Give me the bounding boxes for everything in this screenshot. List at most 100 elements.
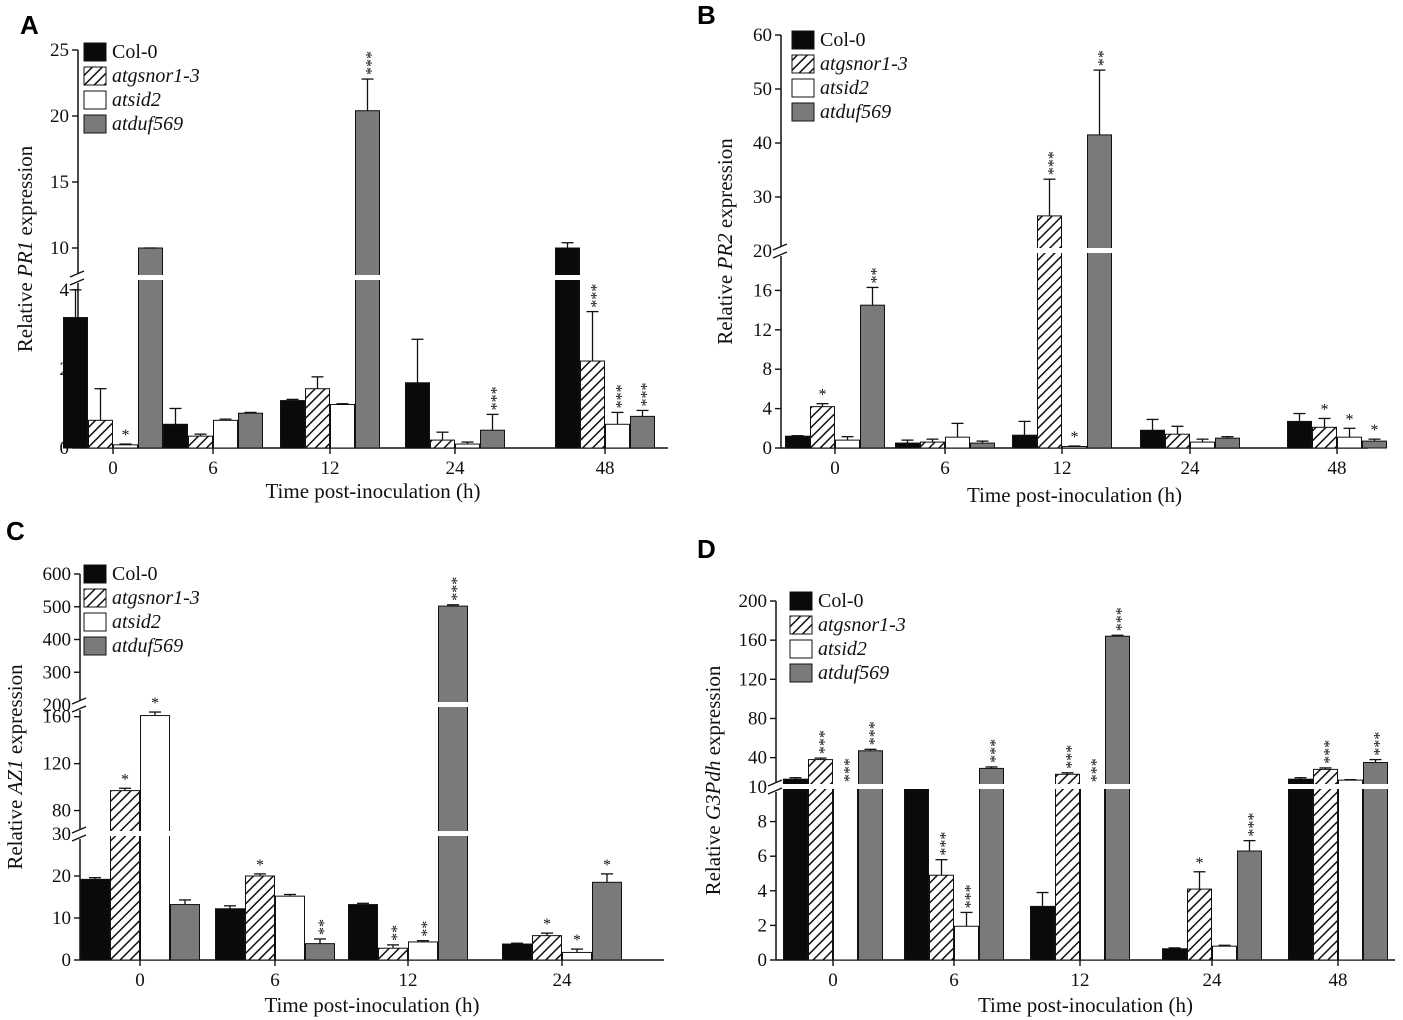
bar-atduf569 [438,605,468,961]
bar-atsid2 [945,436,970,449]
y-tick-label: 0 [62,950,72,971]
legend-swatch [83,42,107,62]
legend-label: atsid2 [112,611,161,633]
bar-atgsnor1-3 [1165,433,1190,449]
significance-mark: * [151,695,159,712]
bar-atsid2 [605,423,630,449]
bar-atduf569 [1087,134,1112,449]
y-tick-label: 0 [758,950,768,971]
bar-atsid2 [1190,441,1215,449]
bar-atgsnor1-3 [808,759,833,961]
x-tick-label: 6 [270,970,280,991]
y-tick-label: 400 [43,630,72,651]
y-tick-label: 15 [50,172,69,193]
x-tick-label: 12 [1071,970,1090,991]
y-axis-label: Relative PR2 expression [713,138,737,345]
bar-break-gap [437,831,469,836]
x-axis-label: Time post-inoculation (h) [264,993,479,1017]
significance-mark: * [1071,429,1079,446]
significance-mark: * [819,387,827,404]
bar-atsid2 [1212,945,1237,961]
legend-swatch [83,90,107,110]
significance-mark: *** [867,721,884,745]
bar-col-0 [904,786,929,961]
bar-atgsnor1-3 [378,947,408,961]
y-tick-label: 20 [753,241,772,262]
bar-atgsnor1-3 [188,435,213,449]
legend-swatch [791,54,815,74]
y-tick-label: 4 [763,399,773,420]
bar-atduf569 [970,442,995,449]
y-tick-label: 20 [52,866,71,887]
y-tick-label: 500 [43,597,72,618]
significance-mark: ** [316,919,333,935]
y-tick-label: 4 [758,881,768,902]
x-axis-label: Time post-inoculation (h) [967,483,1182,507]
legend-swatch [791,78,815,98]
axis-break-gap [72,700,86,710]
bar-break-gap [1104,784,1131,789]
x-tick-label: 48 [1328,458,1347,479]
significance-mark: *** [449,577,466,601]
significance-mark: *** [1046,151,1063,175]
axis-break-mark [772,251,788,259]
y-tick-label: 20 [50,106,69,127]
x-tick-label: 12 [321,458,340,479]
x-tick-label: 6 [949,970,959,991]
significance-mark: *** [938,832,955,856]
x-tick-label: 24 [446,458,466,479]
axis-break-mark [71,826,87,834]
y-axis-label-prefix: Relative [701,820,725,895]
y-tick-label: 120 [739,669,768,690]
bar-break-gap [1287,784,1314,789]
bar-atsid2 [1062,446,1087,449]
bar-break-gap [1079,784,1106,789]
panel-a-chart: 0241015202506122448****************Time … [13,40,668,503]
y-tick-label: 10 [52,908,71,929]
bar-atduf569 [860,304,885,449]
significance-mark: *** [1246,813,1263,837]
bar-atduf569 [592,881,622,961]
significance-mark: *** [1089,758,1106,782]
significance-mark: *** [1322,740,1339,764]
y-tick-label: 0 [763,438,773,459]
legend-swatch [83,612,107,632]
y-axis-label-suffix: expression [3,664,27,760]
y-axis-label-prefix: Relative [3,794,27,869]
significance-mark: *** [364,51,381,75]
x-tick-label: 0 [828,970,838,991]
legend-label: atduf569 [820,101,891,123]
y-tick-label: 30 [52,824,71,845]
y-tick-label: 160 [43,707,72,728]
y-tick-label: 200 [739,591,768,612]
x-tick-label: 24 [1181,458,1201,479]
y-tick-label: 200 [43,695,72,716]
bar-atsid2 [1337,436,1362,449]
legend-swatch [83,114,107,134]
y-axis-label-prefix: Relative [13,277,37,352]
bar-atsid2 [330,404,355,449]
bar-atsid2 [1338,779,1363,961]
significance-mark: *** [589,284,606,308]
significance-mark: ** [389,925,406,941]
bar-atduf569 [858,750,883,961]
legend-swatch [83,588,107,608]
bar-col-0 [783,778,808,961]
bar-col-0 [280,400,305,449]
y-axis-label: Relative PR1 expression [13,145,37,352]
bar-atgsnor1-3 [929,874,954,961]
bar-col-0 [1012,434,1037,449]
axis-break-mark [71,705,87,713]
legend-swatch [789,639,813,659]
bar-atsid2 [275,895,305,961]
bar-break-gap [554,275,581,280]
x-tick-label: 0 [135,970,145,991]
bar-break-gap [903,784,930,789]
y-tick-label: 40 [748,748,767,769]
significance-mark: * [1346,411,1354,428]
bar-atgsnor1-3 [1187,888,1212,961]
legend-swatch [83,636,107,656]
y-tick-label: 30 [753,187,772,208]
